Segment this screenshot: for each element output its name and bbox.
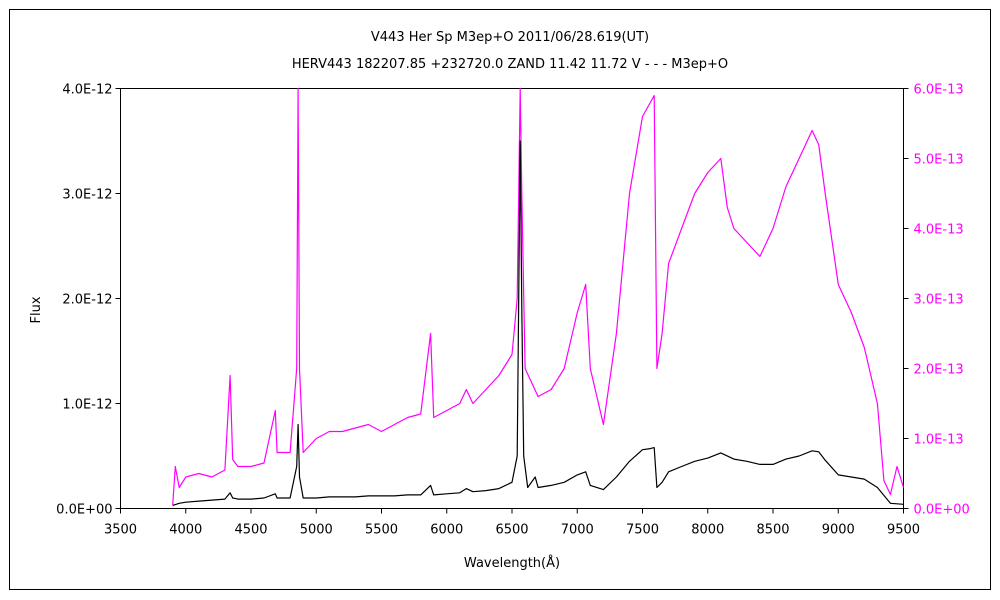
- y-axis-label: Flux: [29, 296, 44, 323]
- y-right-tick-label: 2.0E-13: [914, 363, 964, 378]
- y-left-tick-label: 3.0E-12: [62, 188, 112, 203]
- x-tick-label: 4500: [234, 523, 267, 538]
- x-tick-label: 7500: [626, 523, 659, 538]
- y-left-tick-label: 1.0E-12: [62, 398, 112, 413]
- y-left-tick-label: 4.0E-12: [62, 83, 112, 98]
- y-right-tick-label: 1.0E-13: [914, 433, 964, 448]
- x-tick-label: 5000: [300, 523, 333, 538]
- chart-title-line2: HERV443 182207.85 +232720.0 ZAND 11.42 1…: [292, 57, 728, 72]
- plot-area: [120, 88, 904, 509]
- y-right-tick-label: 6.0E-13: [914, 83, 964, 98]
- x-tick-label: 4000: [169, 523, 202, 538]
- x-tick-label: 7000: [561, 523, 594, 538]
- series-line-left-axis: [172, 140, 904, 506]
- x-tick-label: 9500: [887, 523, 920, 538]
- x-tick-label: 6000: [430, 523, 463, 538]
- y-axis-right: 0.0E+00 1.0E-13 2.0E-13 3.0E-13 4.0E-13 5.0E-…: [903, 83, 970, 518]
- y-right-tick-label: 4.0E-13: [914, 223, 964, 238]
- x-axis-label: Wavelength(Å): [464, 555, 560, 571]
- y-axis-left: 0.0E+00 1.0E-12 2.0E-12 3.0E-12 4.0E-12: [56, 83, 121, 518]
- y-left-tick-label: 2.0E-12: [62, 293, 112, 308]
- series-line-right-axis: [172, 87, 905, 506]
- x-tick-label: 8500: [756, 523, 789, 538]
- y-right-tick-label: 0.0E+00: [914, 503, 970, 518]
- y-right-tick-label: 3.0E-13: [914, 293, 964, 308]
- x-axis: 3500 4000 4500 5000 5500 6000 6500 7000 7500 8000…: [104, 508, 920, 538]
- y-left-tick-label: 0.0E+00: [56, 503, 112, 518]
- x-tick-label: 8000: [691, 523, 724, 538]
- x-tick-label: 9000: [822, 523, 855, 538]
- y-right-tick-label: 5.0E-13: [914, 153, 964, 168]
- x-tick-label: 3500: [104, 523, 137, 538]
- x-tick-label: 5500: [365, 523, 398, 538]
- series-layer: [172, 87, 905, 506]
- chart-title-line1: V443 Her Sp M3ep+O 2011/06/28.619(UT): [371, 30, 649, 45]
- x-tick-label: 6500: [495, 523, 528, 538]
